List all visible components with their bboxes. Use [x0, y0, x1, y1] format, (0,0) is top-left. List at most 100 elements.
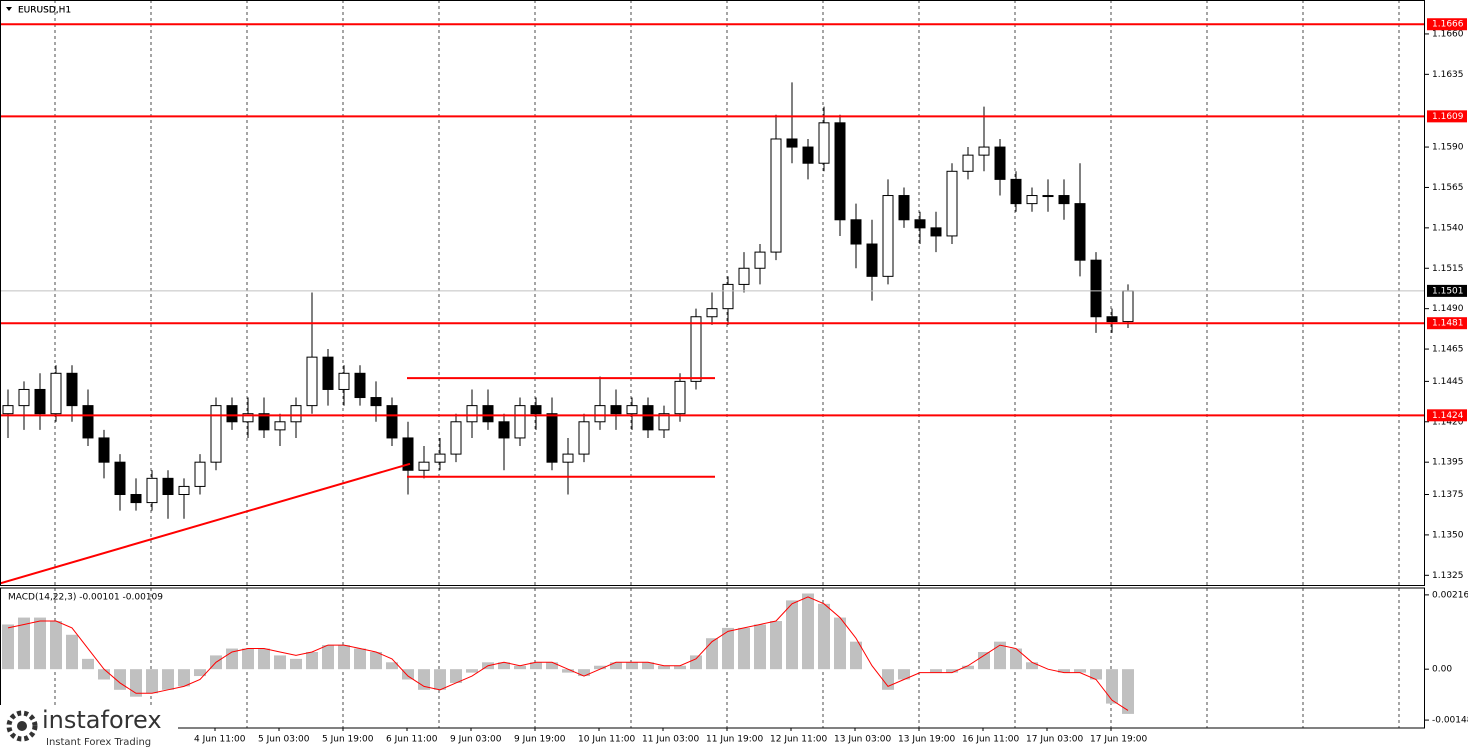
candle-body: [610, 405, 622, 415]
candle-body: [386, 405, 398, 439]
macd-bar: [674, 665, 686, 670]
candle-body: [514, 405, 526, 439]
candle-body: [338, 372, 350, 390]
candle-body: [962, 154, 974, 172]
macd-bar: [1106, 669, 1118, 704]
y-tick-label: 1.1565: [1432, 183, 1464, 193]
macd-bar: [930, 669, 942, 673]
macd-bar: [514, 665, 526, 670]
logo-icon: [6, 710, 38, 742]
candle-body: [354, 372, 366, 399]
y-tick-label: 0.00: [1432, 665, 1452, 675]
candle-body: [1106, 316, 1118, 323]
macd-bar: [946, 669, 958, 673]
x-tick-label: 11 Jun 03:00: [642, 735, 699, 745]
macd-bar: [450, 669, 462, 683]
macd-bar: [690, 655, 702, 670]
macd-bar: [834, 617, 846, 670]
macd-bar: [754, 624, 766, 670]
candle-body: [2, 405, 14, 415]
level-box: [1427, 18, 1467, 31]
candle-body: [1026, 195, 1038, 205]
candle-body: [146, 477, 158, 504]
macd-bar: [18, 617, 30, 670]
x-tick-label: 9 Jun 03:00: [450, 735, 502, 745]
x-tick-label: 17 Jun 19:00: [1090, 735, 1147, 745]
level-box: [1427, 409, 1467, 422]
candle-body: [1010, 178, 1022, 205]
macd-bar: [242, 648, 254, 670]
candle-body: [18, 388, 30, 407]
candle-body: [226, 405, 238, 423]
logo-bg: [0, 705, 178, 750]
candle-body: [882, 195, 894, 277]
candle-body: [706, 308, 718, 318]
macd-bar: [354, 648, 366, 670]
candle-body: [322, 356, 334, 390]
macd-bar: [338, 645, 350, 670]
candle-body: [978, 146, 990, 156]
macd-bar: [978, 651, 990, 670]
candle-body: [434, 453, 446, 463]
candle-body: [258, 413, 270, 431]
candle-body: [994, 146, 1006, 180]
candle-body: [418, 461, 430, 471]
x-tick-label: 5 Jun 03:00: [258, 735, 310, 745]
candle-body: [274, 421, 286, 431]
y-tick-label: 1.1350: [1432, 530, 1464, 540]
macd-bar: [386, 662, 398, 670]
candle-body: [802, 146, 814, 164]
last-price-label: 1.1501: [1432, 286, 1464, 296]
macd-bar: [34, 617, 46, 670]
level-box: [1427, 110, 1467, 123]
candle-body: [818, 122, 830, 164]
macd-bar: [1074, 669, 1086, 673]
macd-bar: [722, 627, 734, 670]
y-tick-label: 1.1515: [1432, 264, 1464, 274]
candle-body: [1090, 259, 1102, 318]
candle-body: [722, 283, 734, 310]
candle-body: [626, 405, 638, 415]
candle-body: [130, 494, 142, 504]
macd-bar: [130, 669, 142, 697]
price-panel-border: [0, 0, 1425, 586]
macd-bar: [258, 648, 270, 670]
candle-body: [834, 122, 846, 221]
x-tick-label: 4 Jun 11:00: [194, 735, 246, 745]
macd-panel-border: [0, 587, 1425, 729]
macd-bar: [770, 621, 782, 670]
macd-bar: [802, 593, 814, 670]
macd-bar: [434, 669, 446, 690]
macd-bar: [370, 651, 382, 670]
x-tick-label: 10 Jun 11:00: [578, 735, 635, 745]
candle-body: [642, 405, 654, 431]
macd-bar: [194, 669, 206, 677]
candle-body: [306, 356, 318, 407]
chart-title: EURUSD,H1: [18, 6, 71, 16]
y-tick-label: 1.1375: [1432, 490, 1464, 500]
macd-bar: [178, 669, 190, 687]
candle-body: [530, 405, 542, 415]
candle-body: [690, 316, 702, 382]
macd-bar: [50, 621, 62, 670]
candle-body: [770, 138, 782, 253]
logo-icon-core: [17, 721, 27, 731]
logo-tagline: Instant Forex Trading: [46, 737, 151, 748]
macd-bar: [1010, 648, 1022, 670]
logo-name: instaforex: [42, 706, 162, 734]
candle-body: [546, 413, 558, 463]
level-box: [1427, 317, 1467, 330]
candle-body: [786, 138, 798, 148]
macd-title: MACD(14,22,3) -0.00101 -0.00109: [8, 593, 163, 603]
macd-bar: [1122, 669, 1134, 714]
candle-body: [898, 195, 910, 221]
candle-body: [866, 243, 878, 277]
macd-bar: [642, 662, 654, 670]
macd-bar: [98, 669, 110, 680]
candle-body: [1058, 195, 1070, 205]
candle-body: [370, 397, 382, 407]
x-tick-label: 16 Jun 11:00: [962, 735, 1019, 745]
y-tick-label: 0.00216: [1432, 590, 1468, 600]
macd-bar: [962, 665, 974, 670]
